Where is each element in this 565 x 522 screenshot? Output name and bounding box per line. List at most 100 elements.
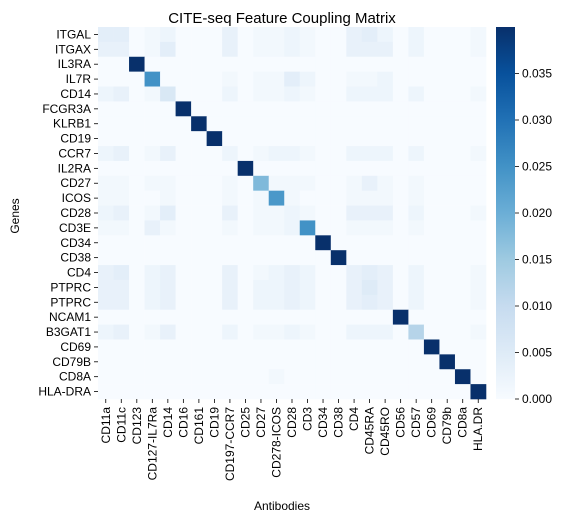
heatmap-cell bbox=[408, 324, 425, 340]
heatmap-cell bbox=[470, 86, 487, 102]
heatmap-cell bbox=[330, 175, 347, 191]
heatmap-cell bbox=[439, 294, 456, 311]
heatmap-cell bbox=[237, 190, 254, 206]
heatmap-cell bbox=[315, 116, 332, 132]
heatmap-cell bbox=[299, 101, 316, 117]
heatmap-cell bbox=[98, 220, 114, 236]
heatmap-cell bbox=[299, 41, 316, 58]
heatmap-cell bbox=[175, 131, 192, 147]
heatmap-cell bbox=[454, 369, 471, 385]
heatmap-cell bbox=[191, 354, 207, 370]
heatmap-cell bbox=[361, 279, 378, 296]
heatmap-cell bbox=[160, 220, 176, 236]
heatmap-cell bbox=[160, 116, 176, 132]
heatmap-cell bbox=[284, 309, 301, 325]
heatmap-cell bbox=[377, 384, 394, 400]
heatmap-cell bbox=[470, 235, 487, 251]
x-tick-label: CD14 bbox=[161, 407, 175, 438]
heatmap-cell bbox=[129, 235, 145, 251]
heatmap-cell bbox=[361, 309, 378, 325]
heatmap-cell bbox=[346, 235, 363, 251]
x-tick-labels: CD11a CD11c CD123 CD127-IL7Ra CD14 CD16 CD161 C… bbox=[99, 399, 485, 481]
heatmap-cell bbox=[361, 101, 378, 117]
heatmap-cell bbox=[268, 339, 285, 355]
heatmap-cell bbox=[470, 324, 487, 340]
heatmap-cell bbox=[237, 86, 254, 102]
heatmap-cell bbox=[191, 205, 207, 221]
heatmap-cell bbox=[361, 131, 378, 147]
heatmap-cell bbox=[237, 175, 254, 191]
heatmap-cell bbox=[284, 56, 301, 72]
heatmap-cell bbox=[330, 190, 347, 206]
heatmap-cell bbox=[144, 160, 161, 177]
heatmap-cell bbox=[237, 354, 254, 370]
heatmap-cell bbox=[315, 146, 332, 162]
heatmap-cell bbox=[392, 86, 409, 102]
heatmap-cell bbox=[284, 160, 301, 177]
heatmap-cell bbox=[129, 175, 145, 191]
heatmap-cell bbox=[113, 160, 130, 177]
heatmap-cell bbox=[160, 279, 176, 296]
heatmap-cell bbox=[253, 131, 270, 147]
heatmap-cell bbox=[361, 71, 378, 87]
heatmap-cell bbox=[237, 309, 254, 325]
heatmap-cell bbox=[454, 235, 471, 251]
heatmap-cell bbox=[175, 279, 192, 296]
heatmap-cell bbox=[299, 384, 316, 400]
heatmap-cell bbox=[144, 86, 161, 102]
heatmap-cell bbox=[330, 294, 347, 311]
heatmap-cell bbox=[315, 86, 332, 102]
heatmap-cell bbox=[206, 146, 223, 162]
heatmap-cell bbox=[408, 250, 425, 266]
heatmap-cell bbox=[392, 27, 409, 43]
heatmap-cell bbox=[191, 294, 207, 311]
heatmap-cell bbox=[284, 101, 301, 117]
heatmap-cell bbox=[144, 265, 161, 281]
heatmap-cell bbox=[377, 160, 394, 177]
heatmap-cell bbox=[113, 279, 130, 296]
heatmap-cell bbox=[222, 27, 238, 43]
heatmap-cell bbox=[392, 101, 409, 117]
heatmap-cell bbox=[392, 354, 409, 370]
heatmap-cell bbox=[454, 175, 471, 191]
heatmap-cell bbox=[206, 160, 223, 177]
heatmap-cell bbox=[129, 265, 145, 281]
heatmap-cell bbox=[268, 146, 285, 162]
heatmap-cell bbox=[222, 116, 238, 132]
heatmap-cell bbox=[408, 205, 425, 221]
heatmap-cell bbox=[299, 324, 316, 340]
heatmap-cell bbox=[408, 86, 425, 102]
heatmap-cell bbox=[191, 250, 207, 266]
y-tick-label: KLRB1 bbox=[53, 117, 91, 131]
heatmap-cell bbox=[206, 294, 223, 311]
heatmap-cell bbox=[191, 190, 207, 206]
heatmap-cell bbox=[113, 369, 130, 385]
heatmap-cell bbox=[222, 131, 238, 147]
heatmap-cell bbox=[470, 265, 487, 281]
heatmap-cell bbox=[408, 41, 425, 58]
heatmap-cell bbox=[237, 146, 254, 162]
y-tick-label: CD19 bbox=[60, 132, 91, 146]
heatmap-cell bbox=[160, 86, 176, 102]
heatmap-cell bbox=[315, 27, 332, 43]
heatmap-cell bbox=[330, 160, 347, 177]
heatmap-cell bbox=[129, 339, 145, 355]
heatmap-cell bbox=[98, 354, 114, 370]
heatmap-cell bbox=[346, 101, 363, 117]
x-tick-label: HLA.DR bbox=[471, 407, 485, 451]
x-tick-label: CD11c bbox=[114, 407, 128, 443]
heatmap-cell bbox=[144, 220, 161, 236]
heatmap-cell bbox=[237, 56, 254, 72]
heatmap-cell bbox=[175, 250, 192, 266]
heatmap-cell bbox=[377, 265, 394, 281]
heatmap-cell bbox=[237, 160, 254, 177]
heatmap-cell bbox=[175, 116, 192, 132]
heatmap-cell bbox=[377, 354, 394, 370]
heatmap-cell bbox=[470, 71, 487, 87]
heatmap-cell bbox=[392, 56, 409, 72]
heatmap-cell bbox=[346, 250, 363, 266]
heatmap-cell bbox=[299, 205, 316, 221]
heatmap-cell bbox=[253, 71, 270, 87]
y-tick-label: IL2RA bbox=[58, 161, 91, 175]
heatmap-cell bbox=[98, 27, 114, 43]
